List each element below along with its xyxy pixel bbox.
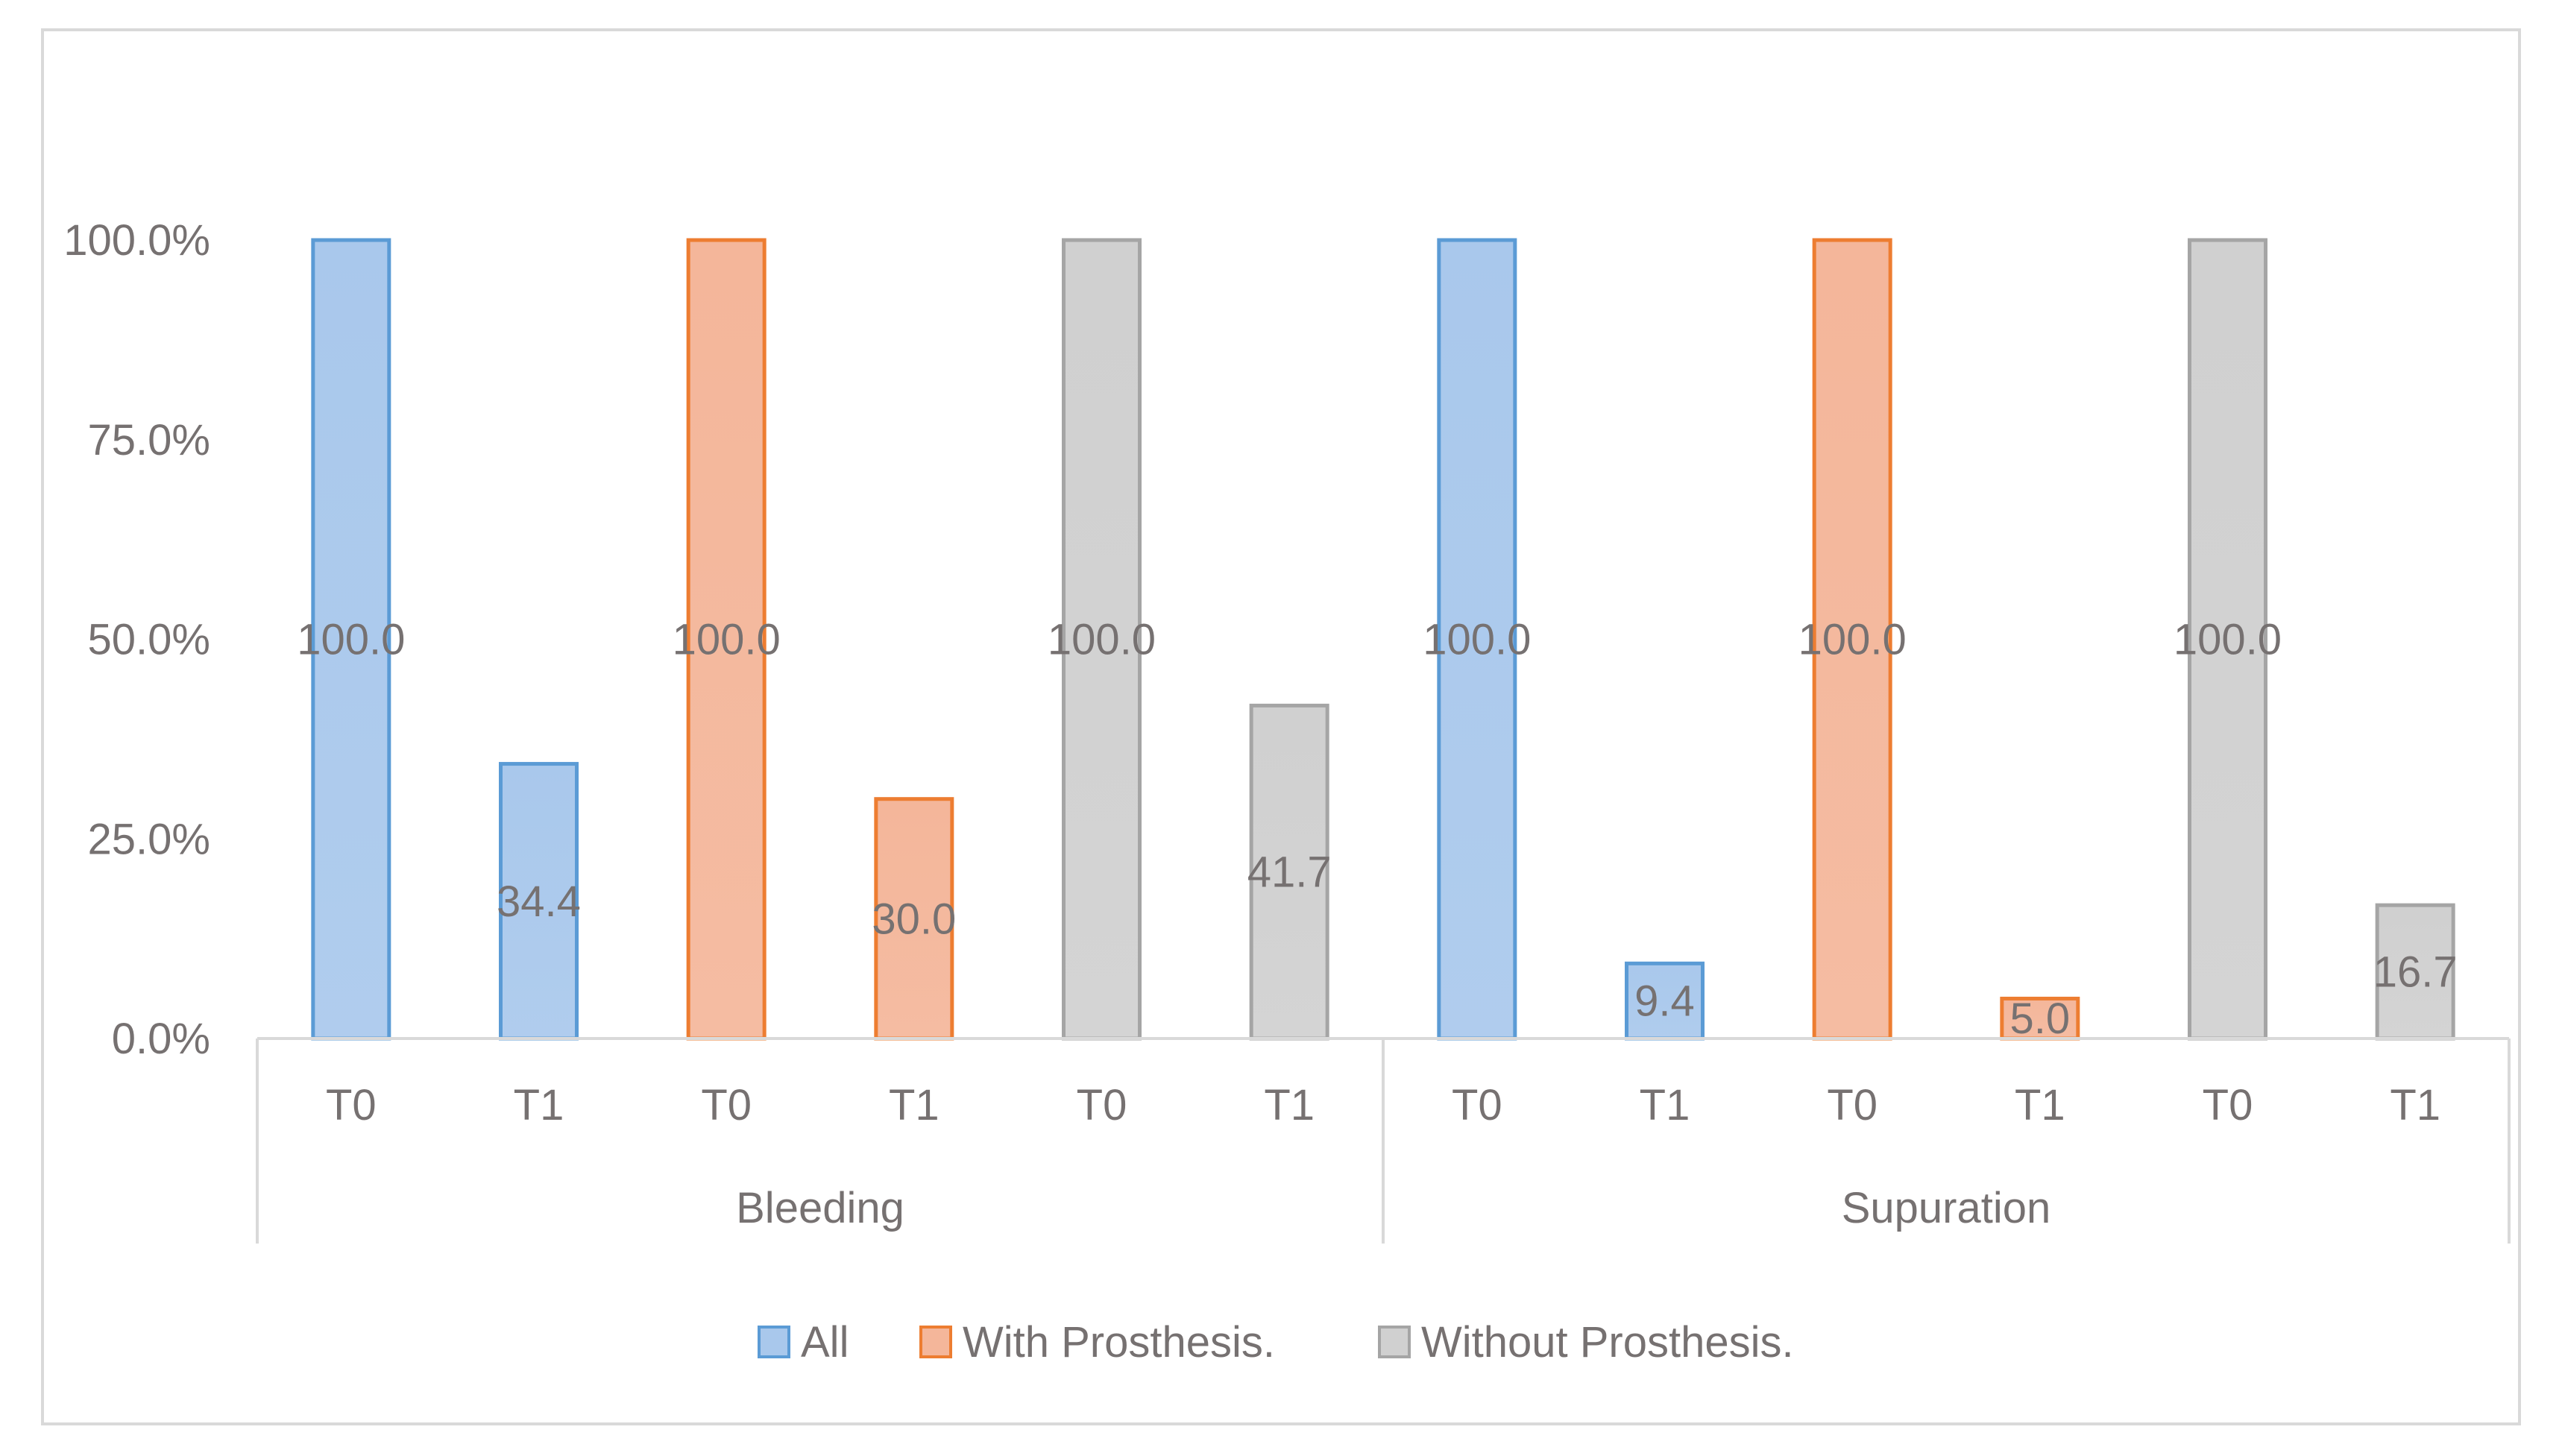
y-tick-label: 100.0% [63,216,210,265]
legend-label: Without Prosthesis. [1421,1318,1794,1367]
bar-data-label: 5.0 [2010,995,2071,1043]
bar-bleeding-t0-series-0 [311,238,391,1041]
legend-label: All [801,1318,849,1367]
x-category-label: T1 [1264,1081,1315,1129]
bar-data-label: 41.7 [1247,848,1332,897]
y-axis: 0.0% 25.0% 50.0% 75.0% 100.0% [63,216,210,1063]
x-group-label: Supuration [1842,1184,2051,1232]
legend-swatch [919,1326,952,1358]
y-tick-label: 75.0% [88,416,210,464]
x-category-label: T1 [2390,1081,2440,1129]
bar-data-label: 100.0 [673,616,781,664]
bar-labels: 100.0 34.4 100.0 30.0 100.0 41.7 100.0 9.4 100.0… [297,616,2457,1044]
bar-supuration-t0-series-2 [2188,238,2267,1041]
bar-data-label: 100.0 [1048,616,1156,664]
x-group-label: Bleeding [736,1184,904,1232]
bar-data-label: 9.4 [1634,977,1695,1026]
x-category-label: T0 [326,1081,377,1129]
x-category-label: T0 [701,1081,752,1129]
legend-swatch [1378,1326,1411,1358]
bar-data-label: 100.0 [1423,616,1531,664]
bar-data-label: 34.4 [497,877,581,926]
bar-supuration-t0-series-0 [1437,238,1517,1041]
bar-data-label: 100.0 [297,616,405,664]
bar-bleeding-t1-series-0 [499,762,579,1041]
x-category-label: T0 [1827,1081,1878,1129]
x-category-label: T0 [1452,1081,1502,1129]
x-category-label: T1 [514,1081,564,1129]
x-axis: T0 T1 T0 T1 T0 T1 T0 T1 T0 T1 T0 T1 Bleeding Supurati… [256,1037,2511,1244]
bar-bleeding-t0-series-1 [686,238,767,1041]
y-tick-label: 0.0% [112,1015,210,1063]
bar-data-label: 100.0 [2174,616,2282,664]
x-category-label: T0 [1077,1081,1127,1129]
bar-supuration-t1-series-1 [2000,996,2080,1041]
x-category-label: T1 [889,1081,939,1129]
bar-data-label: 100.0 [1798,616,1907,664]
y-tick-label: 50.0% [88,616,210,664]
legend-label: With Prosthesis. [963,1318,1275,1367]
legend-item: All [758,1318,849,1367]
x-category-label: T1 [2015,1081,2065,1129]
y-tick-label: 25.0% [88,815,210,863]
x-category-label: T0 [2203,1081,2253,1129]
bar-supuration-t0-series-1 [1812,238,1892,1041]
bar-data-label: 16.7 [2373,948,2458,997]
legend: All With Prosthesis. Without Prosthesis. [758,1318,1794,1367]
x-category-label: T1 [1640,1081,1690,1129]
legend-item: Without Prosthesis. [1378,1318,1794,1367]
bar-data-label: 30.0 [872,895,956,943]
legend-item: With Prosthesis. [919,1318,1275,1367]
legend-swatch [758,1326,790,1358]
bars [311,238,2455,1041]
